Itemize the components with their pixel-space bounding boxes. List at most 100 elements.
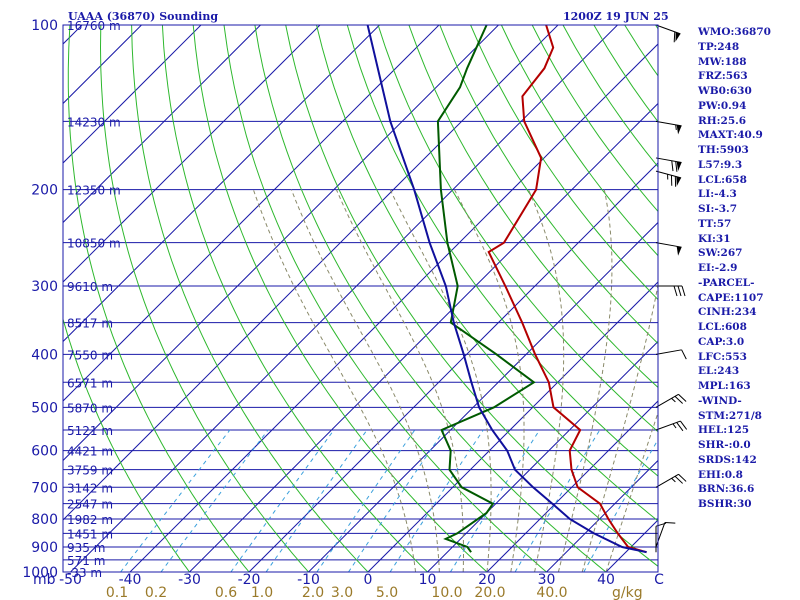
height-label: 12350 m xyxy=(67,184,121,198)
height-label: 16760 m xyxy=(67,19,121,33)
mixing-ratio-line xyxy=(120,429,231,572)
stat-item: TT:57 xyxy=(698,217,732,230)
wind-barb-flag xyxy=(676,246,682,256)
temperature-tick-label: -10 xyxy=(297,572,320,588)
mixing-ratio-line xyxy=(348,429,445,572)
pressure-tick-label: 500 xyxy=(31,400,58,416)
stat-item: CAPE:1107 xyxy=(698,291,764,304)
stat-item: CAP:3.0 xyxy=(698,335,745,348)
dry-adiabat-line xyxy=(439,25,658,345)
moist-adiabat-line xyxy=(528,189,565,572)
wind-barb xyxy=(655,522,676,548)
isotherm-line xyxy=(0,25,23,572)
wind-barb-full xyxy=(674,176,677,187)
parcel-trace xyxy=(366,25,647,554)
mixing-ratio-line xyxy=(230,429,335,572)
stat-item: LCL:608 xyxy=(698,321,747,333)
mixing-ratio-line xyxy=(449,429,541,572)
dry-adiabat-line xyxy=(500,25,658,257)
pressure-tick-label: 1000 xyxy=(22,565,58,581)
dry-adiabat-line xyxy=(408,25,658,389)
wind-barb-full xyxy=(681,285,686,297)
height-label: 5870 m xyxy=(67,401,113,415)
height-label: 3142 m xyxy=(67,481,113,495)
height-label: 14230 m xyxy=(67,115,121,129)
mixing-ratio-label: 0.2 xyxy=(145,585,167,600)
height-label: 7550 m xyxy=(67,348,113,362)
temperature-trace xyxy=(487,25,647,554)
wind-barb-full xyxy=(677,285,682,297)
wind-barb-half xyxy=(672,423,677,429)
wind-barb xyxy=(655,120,682,135)
temperature-tick-label: -50 xyxy=(59,572,82,588)
pressure-tick-label: 900 xyxy=(31,540,58,556)
wind-barb xyxy=(655,393,687,408)
stat-item: TH:5903 xyxy=(698,144,749,156)
wind-barb-staff xyxy=(655,393,679,408)
temperature-tick-label: 0 xyxy=(364,572,373,588)
pressure-tick-label: 100 xyxy=(31,18,58,34)
moist-adiabat-line xyxy=(252,189,417,572)
chart-title: UAAA (36870) Sounding xyxy=(68,10,219,23)
sounding-time: 1200Z 19 JUN 25 xyxy=(563,10,669,23)
wind-barb-half xyxy=(667,174,669,180)
sounding-traces xyxy=(366,25,647,554)
wind-barb-full xyxy=(664,522,676,524)
isotherm-line xyxy=(63,25,261,224)
height-label: 1982 m xyxy=(67,513,113,527)
mixing-ratio-label: 3.0 xyxy=(331,585,353,600)
moist-adiabat-line xyxy=(581,282,658,572)
pressure-tick-label: 400 xyxy=(31,347,58,363)
mixing-ratio-line xyxy=(514,429,601,572)
stat-item: LCL:658 xyxy=(698,173,747,186)
temperature-tick-label: 20 xyxy=(478,572,496,588)
mixing-ratio-label: 2.0 xyxy=(302,585,324,600)
wind-barb-staff xyxy=(655,120,682,127)
dry-adiabat-line xyxy=(470,25,658,301)
height-label: 8517 m xyxy=(67,317,113,331)
wind-barb-flag xyxy=(676,124,682,135)
moist-adiabat-line xyxy=(557,189,613,572)
wind-barb-full xyxy=(675,161,678,172)
isotherm-line xyxy=(308,221,658,572)
stat-item: RH:25.6 xyxy=(698,114,747,127)
wind-barb-full xyxy=(676,422,684,432)
isotherm-line xyxy=(427,340,658,572)
height-label: 935 m xyxy=(67,541,105,555)
height-label: 4421 m xyxy=(67,445,113,459)
pressure-tick-label: 800 xyxy=(31,512,58,528)
sounding-indices-panel: WMO:36870 TP:248 MW:188 FRZ:563 WB0:630 PW:0.… xyxy=(698,25,771,512)
height-label: 9610 m xyxy=(67,280,113,294)
stat-item: -WIND- xyxy=(698,394,742,407)
temperature-axis-unit: C xyxy=(654,572,664,588)
mixing-ratio-label: 1.0 xyxy=(251,585,273,600)
mixing-ratio-label: 20.0 xyxy=(474,585,505,600)
pressure-axis-unit: mb xyxy=(33,572,56,588)
dry-adiabat-line xyxy=(67,25,250,572)
wind-barb-flag xyxy=(676,161,682,171)
stat-item: LFC:553 xyxy=(698,350,747,363)
height-label: 10850 m xyxy=(67,237,121,251)
height-label: 1451 m xyxy=(67,527,113,541)
mixing-ratio-label: 10.0 xyxy=(431,585,462,600)
wind-barb-half xyxy=(675,124,677,131)
temperature-tick-label: 10 xyxy=(419,572,437,588)
mixing-ratio-line xyxy=(160,429,269,572)
wind-barb xyxy=(656,285,686,297)
wind-barb-staff xyxy=(655,157,682,163)
wind-barb xyxy=(655,157,682,172)
stat-item: MAXT:40.9 xyxy=(698,129,763,142)
temperature-tick-label: -30 xyxy=(178,572,201,588)
stat-item: MPL:163 xyxy=(698,380,751,392)
isotherm-line xyxy=(63,25,380,343)
pressure-tick-label: 600 xyxy=(31,444,58,460)
wind-barb-full xyxy=(673,285,678,297)
wind-barb-full xyxy=(670,175,673,186)
wind-barb-full xyxy=(674,395,683,404)
stat-item: SHR-:0.0 xyxy=(698,439,751,451)
temperature-tick-label: -20 xyxy=(238,572,261,588)
stat-item: EL:243 xyxy=(698,365,740,378)
wind-barb xyxy=(655,24,681,43)
height-label: 3759 m xyxy=(67,464,113,478)
stat-item: -PARCEL- xyxy=(698,276,755,289)
